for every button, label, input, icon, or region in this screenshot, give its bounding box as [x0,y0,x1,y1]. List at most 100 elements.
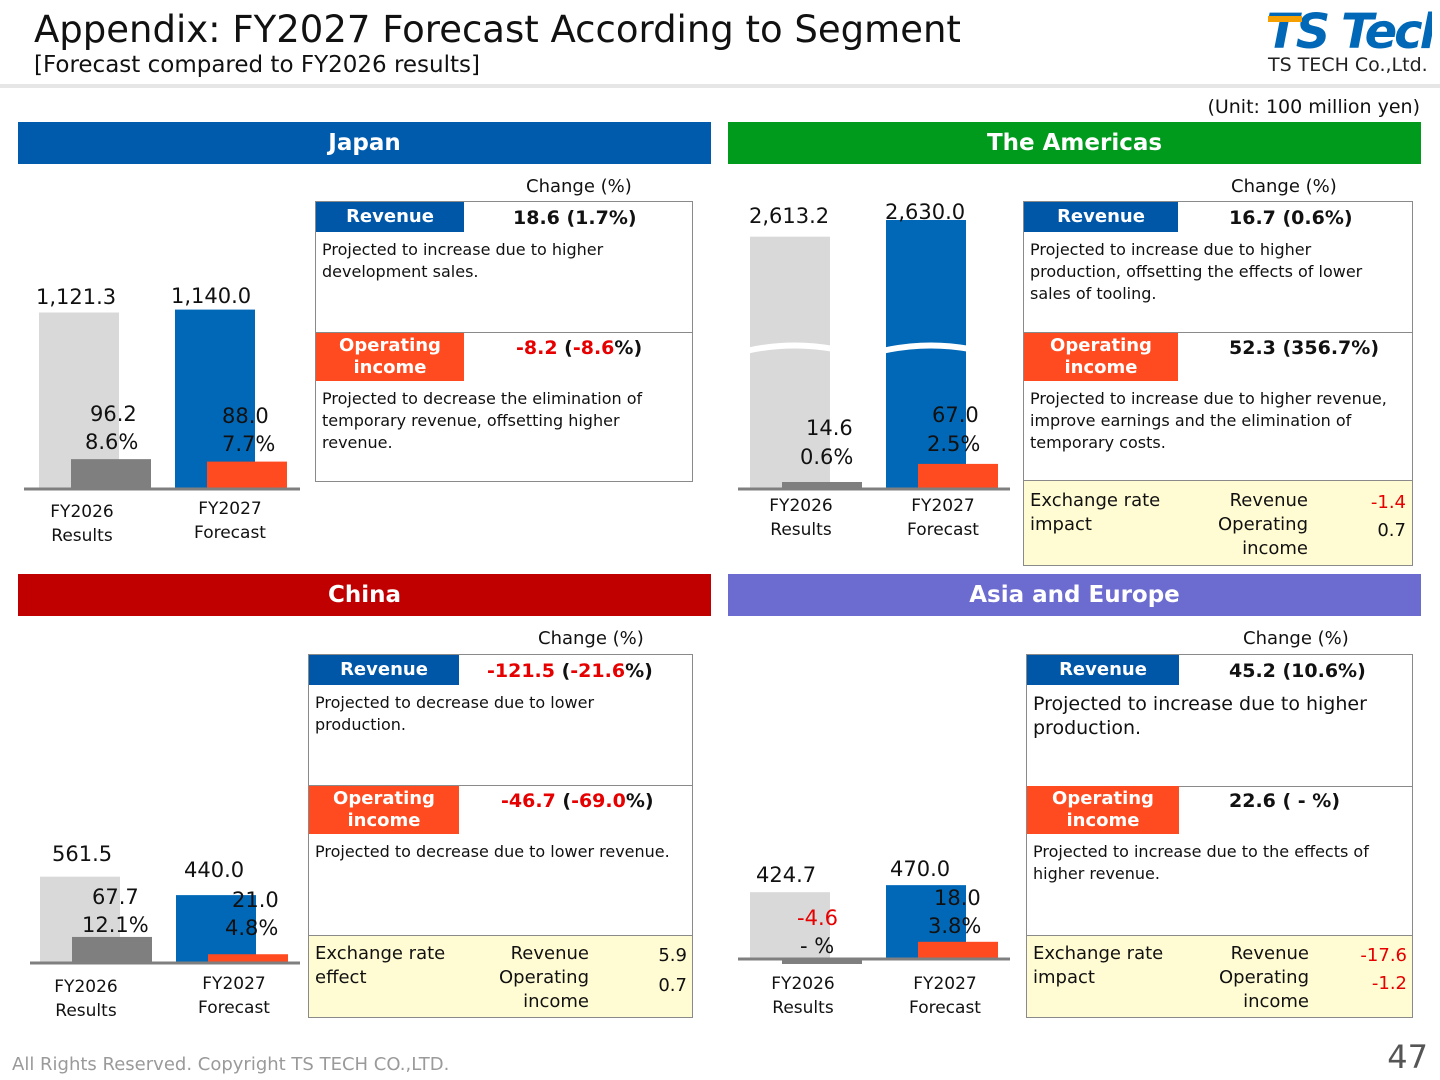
segment-band-china: China [18,574,711,616]
japan-rev-label-results: 1,121.3 [36,285,117,309]
op-bar-0 [71,459,151,488]
revenue-bar-1 [175,309,255,488]
op-bar-0 [782,482,862,488]
chart-china [30,876,300,965]
americas-op-change: 52.3 (356.7%) [1229,337,1379,359]
japan-rev-label-forecast: 1,140.0 [171,284,252,308]
japan-detail-box: Revenue 18.6 (1.7%) Projected to increas… [315,201,693,482]
asia-revenue-tag: Revenue [1027,655,1179,685]
americas-revenue-tag: Revenue [1024,202,1178,232]
china-fx-label: Exchange rate effect [315,943,446,988]
americas-fx-rev: -1.4 [1370,492,1406,513]
china-revenue-tag: Revenue [309,655,459,685]
chart-japan [24,309,300,491]
china-rev-label-forecast: 440.0 [184,858,245,882]
china-detail-box: Revenue -121.5 (-21.6%) Projected to dec… [308,654,693,936]
americas-revenue-change: 16.7 (0.6%) [1229,207,1353,229]
china-fx-op: 0.7 [658,975,687,996]
asia-fx-label: Exchange rate impact [1033,943,1164,988]
americas-fx-rev-label: Revenue [1229,490,1308,511]
asia-box-divider [1027,786,1412,787]
asia-margin-label-results: - % [800,934,835,958]
segment-band-japan: Japan [18,122,711,164]
china-op-label-forecast: 21.0 [232,888,279,912]
unit-note: (Unit: 100 million yen) [1207,96,1420,118]
page-number: 47 [1387,1038,1428,1076]
americas-revenue-desc: Projected to increase due to higher prod… [1030,240,1363,303]
americas-cat-results: FY2026 Results [769,496,833,540]
asia-fx-op-label: Operating income [1219,967,1309,1012]
americas-rev-label-forecast: 2,630.0 [885,200,966,224]
china-box-divider [309,785,692,786]
china-change-caption: Change (%) [538,628,644,649]
asia-op-tag: Operating income [1027,786,1179,834]
page-title: Appendix: FY2027 Forecast According to S… [34,8,961,51]
americas-fx-op: 0.7 [1377,520,1406,541]
japan-op-desc: Projected to decrease the elimination of… [322,389,643,452]
op-bar-0 [782,958,862,964]
axis-break-0 [746,342,834,354]
china-revenue-desc: Projected to decrease due to lower produ… [315,693,595,734]
header-divider [0,84,1440,88]
japan-revenue-tag: Revenue [316,202,464,232]
asia-change-caption: Change (%) [1243,628,1349,649]
asia-fx-rev-label: Revenue [1230,943,1309,964]
china-fx-box: Exchange rate effect Revenue Operating i… [308,935,693,1018]
logo-accent [1268,16,1302,22]
revenue-bar-0 [39,312,119,488]
asia-fx-op: -1.2 [1371,973,1407,994]
revenue-bar-0 [750,236,830,488]
americas-fx-op-label: Operating income [1218,514,1308,559]
americas-fx-label: Exchange rate impact [1030,490,1161,535]
americas-op-label-results: 14.6 [806,416,853,440]
americas-rev-label-results: 2,613.2 [749,204,830,228]
asia-cat-forecast: FY2027 Forecast [909,974,981,1018]
china-margin-label-results: 12.1% [82,913,149,937]
revenue-bar-1 [886,220,966,489]
japan-box-divider [316,332,692,333]
china-op-label-results: 67.7 [92,885,139,909]
axis-break-1 [882,342,970,354]
asia-op-label-forecast: 18.0 [934,886,981,910]
asia-margin-label-forecast: 3.8% [928,914,982,938]
china-op-tag: Operating income [309,786,459,834]
japan-cat-results: FY2026 Results [50,502,114,546]
japan-op-label-results: 96.2 [90,402,137,426]
americas-box-divider [1024,332,1412,333]
japan-op-tag: Operating income [316,333,464,381]
asia-op-label-results: -4.6 [797,906,838,930]
copyright: All Rights Reserved. Copyright TS TECH C… [12,1054,450,1075]
japan-op-change: -8.2 (-8.6%) [516,337,643,359]
americas-op-tag: Operating income [1024,333,1178,381]
china-op-desc: Projected to decrease due to lower reven… [315,842,670,861]
china-cat-results: FY2026 Results [54,977,118,1021]
china-fx-rev: 5.9 [658,945,687,966]
china-op-change: -46.7 (-69.0%) [501,790,654,812]
japan-margin-label-results: 8.6% [85,430,139,454]
americas-cat-forecast: FY2027 Forecast [907,496,979,540]
china-margin-label-forecast: 4.8% [225,916,279,940]
americas-change-caption: Change (%) [1231,176,1337,197]
asia-rev-label-forecast: 470.0 [890,857,951,881]
asia-op-desc: Projected to increase due to the effects… [1033,842,1369,883]
chart-americas [738,220,1010,491]
company-logo: TS Tech [1266,6,1432,54]
americas-op-desc: Projected to increase due to higher reve… [1030,389,1387,452]
americas-detail-box: Revenue 16.7 (0.6%) Projected to increas… [1023,201,1413,481]
op-bar-1 [208,954,288,962]
asia-detail-box: Revenue 45.2 (10.6%) Projected to increa… [1026,654,1413,936]
revenue-bar-1 [176,895,256,962]
china-fx-rev-label: Revenue [510,943,589,964]
japan-revenue-change: 18.6 (1.7%) [513,207,637,229]
japan-cat-forecast: FY2027 Forecast [194,499,266,543]
japan-revenue-desc: Projected to increase due to higher deve… [322,240,604,281]
asia-op-change: 22.6 ( - %) [1229,790,1341,812]
asia-rev-label-results: 424.7 [756,863,817,887]
chart-asia-europe [738,885,1010,964]
china-revenue-change: -121.5 (-21.6%) [487,660,653,682]
op-bar-0 [72,936,152,962]
china-rev-label-results: 561.5 [52,842,113,866]
op-bar-1 [207,461,287,488]
asia-fx-rev: -17.6 [1360,945,1407,966]
page-subtitle: [Forecast compared to FY2026 results] [34,52,480,78]
